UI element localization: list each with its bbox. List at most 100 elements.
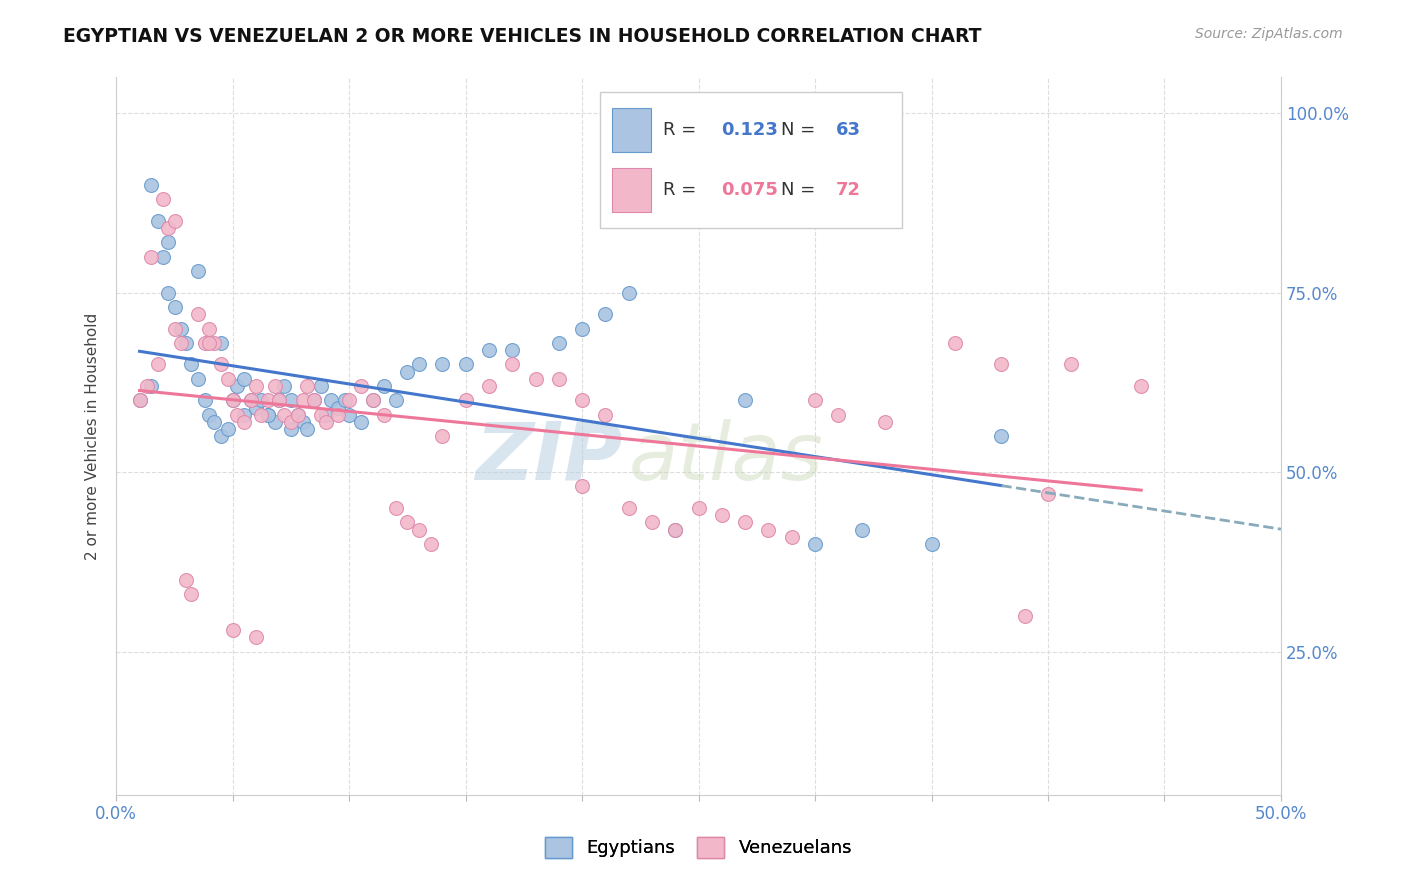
Point: [194, 393, 217, 408]
Point: [315, 415, 337, 429]
Point: [851, 523, 873, 537]
Point: [595, 307, 617, 321]
Point: [256, 393, 278, 408]
Point: [280, 415, 302, 429]
Point: [287, 408, 309, 422]
Point: [249, 408, 271, 422]
Point: [174, 573, 197, 587]
Point: [202, 335, 225, 350]
Point: [233, 415, 256, 429]
Point: [337, 408, 360, 422]
Point: [209, 335, 232, 350]
Point: [209, 429, 232, 443]
Point: [240, 393, 263, 408]
Point: [226, 408, 249, 422]
Point: [202, 415, 225, 429]
Point: [319, 393, 342, 408]
Point: [245, 401, 267, 415]
Point: [156, 221, 179, 235]
Point: [180, 358, 202, 372]
Point: [217, 422, 239, 436]
Point: [148, 214, 170, 228]
Point: [350, 379, 373, 393]
Point: [524, 372, 547, 386]
Point: [419, 537, 441, 551]
Point: [385, 501, 408, 516]
Point: [297, 379, 319, 393]
Point: [141, 250, 163, 264]
Point: [245, 379, 267, 393]
Point: [287, 408, 309, 422]
Point: [209, 358, 232, 372]
Point: [432, 429, 454, 443]
Point: [233, 372, 256, 386]
Point: [396, 365, 419, 379]
Point: [373, 408, 395, 422]
Point: [478, 379, 501, 393]
Point: [780, 530, 803, 544]
Point: [304, 393, 326, 408]
Point: [478, 343, 501, 358]
Point: [156, 235, 179, 250]
Point: [547, 372, 569, 386]
Point: [263, 379, 285, 393]
Point: [1060, 358, 1083, 372]
Point: [758, 523, 780, 537]
Point: [309, 408, 332, 422]
Point: [1014, 608, 1036, 623]
Point: [269, 393, 291, 408]
Point: [187, 372, 209, 386]
Point: [734, 393, 756, 408]
Point: [873, 415, 896, 429]
Point: [501, 343, 523, 358]
Point: [280, 422, 302, 436]
Point: [170, 335, 193, 350]
Point: [571, 479, 593, 493]
Point: [269, 393, 291, 408]
Point: [222, 623, 245, 637]
Point: [385, 393, 408, 408]
Point: [273, 379, 295, 393]
Point: [337, 393, 360, 408]
Point: [547, 335, 569, 350]
Point: [595, 408, 617, 422]
Point: [291, 415, 314, 429]
Point: [280, 393, 302, 408]
Point: [454, 358, 477, 372]
Point: [361, 393, 384, 408]
Point: [152, 250, 174, 264]
Point: [174, 335, 197, 350]
Point: [128, 393, 150, 408]
Point: [501, 358, 523, 372]
Point: [326, 401, 349, 415]
Point: [688, 501, 710, 516]
Point: [827, 408, 849, 422]
Point: [315, 408, 337, 422]
Point: [249, 393, 271, 408]
Point: [990, 358, 1012, 372]
Point: [240, 393, 263, 408]
Point: [921, 537, 943, 551]
Point: [198, 335, 221, 350]
Point: [432, 358, 454, 372]
Point: [304, 393, 326, 408]
Point: [641, 516, 664, 530]
Point: [297, 422, 319, 436]
Point: [990, 429, 1012, 443]
Point: [245, 630, 267, 644]
Point: [396, 516, 419, 530]
Point: [233, 408, 256, 422]
Point: [256, 408, 278, 422]
Point: [943, 335, 966, 350]
Point: [664, 523, 686, 537]
Point: [571, 393, 593, 408]
Point: [148, 358, 170, 372]
Point: [734, 516, 756, 530]
Point: [187, 264, 209, 278]
Text: atlas: atlas: [628, 418, 824, 497]
Point: [163, 214, 186, 228]
Point: [273, 408, 295, 422]
Point: [664, 523, 686, 537]
Text: EGYPTIAN VS VENEZUELAN 2 OR MORE VEHICLES IN HOUSEHOLD CORRELATION CHART: EGYPTIAN VS VENEZUELAN 2 OR MORE VEHICLE…: [63, 27, 981, 45]
Point: [180, 587, 202, 601]
